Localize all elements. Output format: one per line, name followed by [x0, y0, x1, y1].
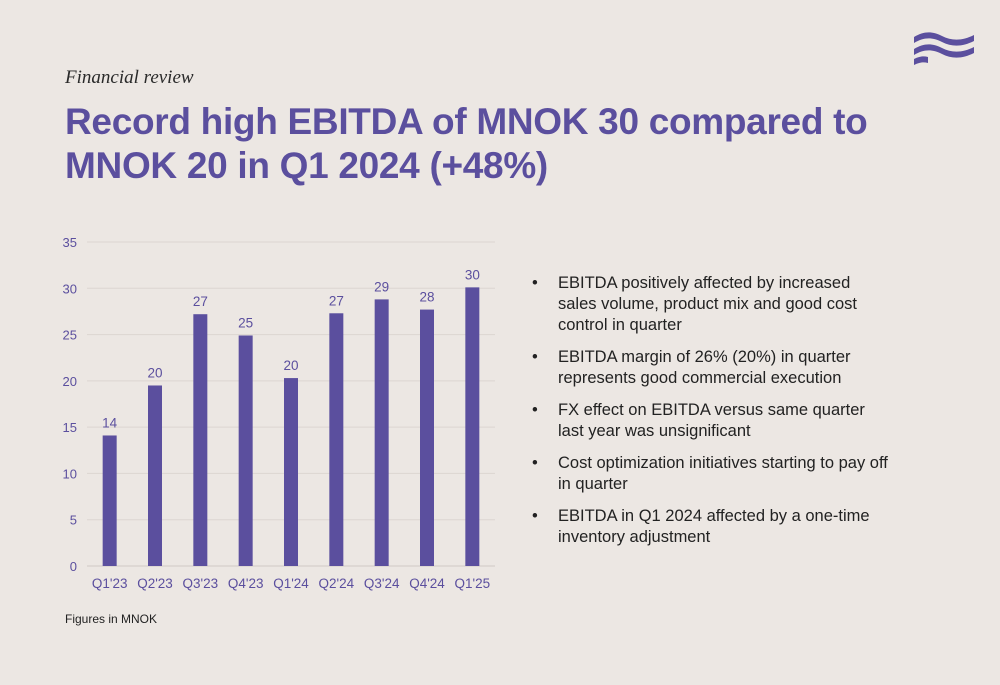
bar-q324 — [374, 299, 389, 566]
bar-q125 — [465, 287, 480, 566]
y-tick-label: 25 — [63, 328, 77, 343]
bullet-dot: • — [532, 454, 538, 472]
y-tick-label: 5 — [70, 513, 77, 528]
x-tick-label: Q2'24 — [319, 576, 355, 591]
bullet-text: FX effect on EBITDA versus same quarter … — [558, 401, 865, 440]
bullet-item: • EBITDA in Q1 2024 affected by a one-tim… — [530, 506, 890, 548]
data-label: 27 — [329, 293, 344, 308]
y-tick-label: 0 — [70, 559, 77, 574]
x-tick-label: Q3'24 — [364, 576, 400, 591]
bullet-dot: • — [532, 507, 538, 525]
bullet-text: EBITDA positively affected by increased … — [558, 274, 857, 334]
x-tick-label: Q1'25 — [455, 576, 491, 591]
x-tick-label: Q1'24 — [273, 576, 309, 591]
footnote: Figures in MNOK — [65, 612, 158, 626]
bullet-text: EBITDA in Q1 2024 affected by a one-time… — [558, 507, 870, 546]
data-label: 28 — [419, 290, 434, 305]
x-tick-label: Q1'23 — [92, 576, 128, 591]
bullet-item: • EBITDA margin of 26% (20%) in quarter r… — [530, 347, 890, 389]
section-kicker: Financial review — [65, 67, 194, 88]
x-tick-label: Q4'23 — [228, 576, 264, 591]
bar-q123 — [102, 435, 117, 566]
data-label: 20 — [147, 365, 162, 380]
data-label: 20 — [283, 358, 298, 373]
y-tick-label: 15 — [63, 420, 77, 435]
x-tick-label: Q3'23 — [183, 576, 219, 591]
x-tick-label: Q2'23 — [137, 576, 173, 591]
bullet-text: Cost optimization initiatives starting t… — [558, 454, 888, 493]
bullet-dot: • — [532, 348, 538, 366]
y-tick-label: 20 — [63, 374, 77, 389]
wave-stripes-icon — [914, 32, 974, 65]
y-tick-label: 30 — [63, 281, 77, 296]
bullet-list: • EBITDA positively affected by increased… — [530, 273, 890, 559]
data-label: 25 — [238, 315, 253, 330]
bar-q223 — [148, 385, 162, 566]
bar-q124 — [284, 378, 298, 566]
bullet-item: • EBITDA positively affected by increased… — [530, 273, 890, 336]
bar-q423 — [238, 335, 253, 566]
bar-q224 — [329, 313, 344, 566]
y-tick-label: 10 — [63, 466, 77, 481]
page-title: Record high EBITDA of MNOK 30 compared t… — [65, 101, 868, 186]
bar-q323 — [193, 314, 208, 566]
bullet-item: • FX effect on EBITDA versus same quarter… — [530, 400, 890, 442]
data-label: 29 — [374, 279, 389, 294]
data-label: 30 — [465, 267, 480, 282]
bar-q424 — [420, 309, 434, 566]
bullet-dot: • — [532, 401, 538, 419]
y-tick-label: 35 — [63, 235, 77, 250]
ebitda-bar-chart: 0 5 10 15 20 25 30 35 14 Q1'23 20 Q2'23 27 Q3'23 25 Q4'… — [63, 235, 495, 591]
bullet-dot: • — [532, 274, 538, 292]
data-label: 27 — [193, 294, 208, 309]
bullet-text: EBITDA margin of 26% (20%) in quarter re… — [558, 348, 851, 387]
data-label: 14 — [102, 415, 118, 430]
x-tick-label: Q4'24 — [409, 576, 445, 591]
bullet-item: • Cost optimization initiatives starting … — [530, 453, 890, 495]
